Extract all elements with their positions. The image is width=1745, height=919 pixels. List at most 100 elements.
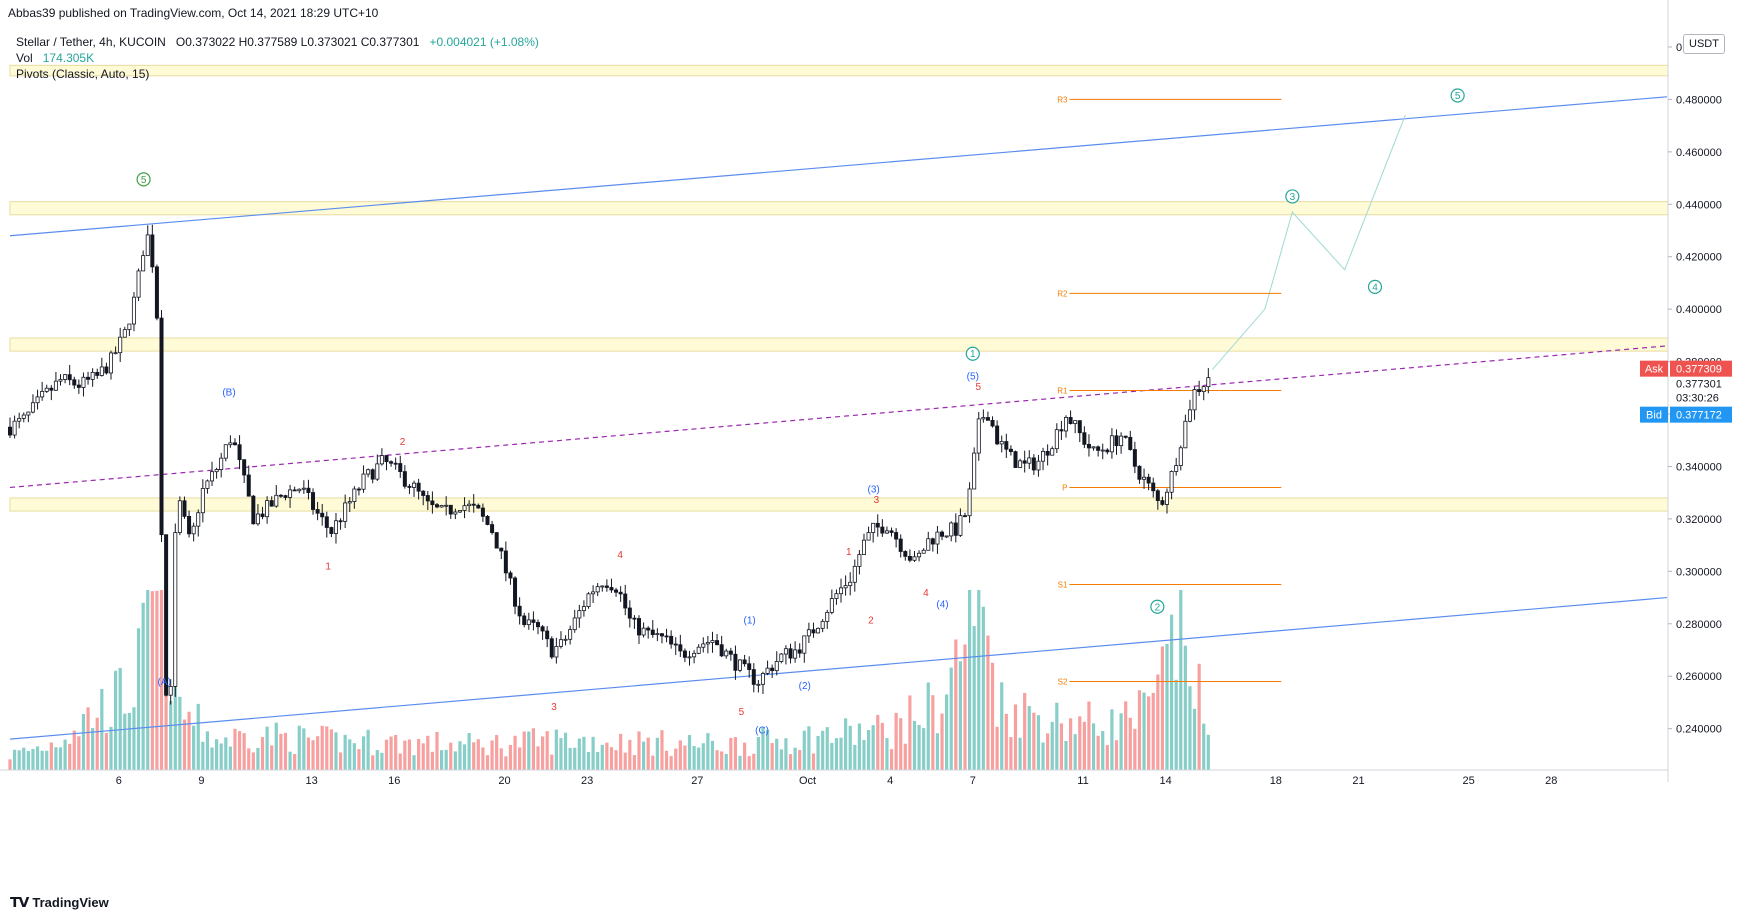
volume-bar (316, 736, 320, 770)
candle-body (999, 441, 1004, 445)
candle-body (705, 642, 710, 645)
candle-body (549, 638, 554, 658)
candle-body (191, 525, 196, 535)
volume-bar (554, 729, 558, 770)
candle-body (118, 336, 123, 354)
candle-body (471, 503, 476, 506)
volume-bar (430, 751, 434, 770)
price-tick-label: 0.240000 (1676, 724, 1722, 736)
currency-button[interactable]: USDT (1683, 34, 1725, 54)
ohlc-values: O0.373022 H0.377589 L0.373021 C0.377301 (175, 35, 420, 49)
volume-bar (490, 740, 494, 770)
time-axis[interactable]: 6 9 13 16 20 23 27 Oct 4 7 11 14 18 21 25 28 (0, 769, 1668, 787)
volume-bar (215, 739, 219, 770)
candle-body (692, 652, 697, 658)
candle-body (255, 513, 260, 525)
candle-body (1036, 460, 1041, 471)
volume-bar (563, 732, 568, 770)
volume-bar (136, 628, 141, 770)
candle-body (136, 270, 141, 298)
volume-bar (1091, 723, 1096, 770)
candle-body (990, 419, 995, 427)
candle-body (513, 577, 518, 607)
volume-bar (31, 748, 35, 770)
candle-body (476, 504, 481, 509)
volume-bar (977, 590, 981, 770)
candle-body (1114, 435, 1119, 447)
candle-body (595, 586, 600, 593)
candle-body (154, 266, 159, 319)
volume-bar (802, 730, 806, 770)
wave-label: (3) (868, 484, 880, 495)
candle-body (343, 502, 348, 522)
volume-bar (935, 733, 940, 770)
volume-label[interactable]: Vol (16, 51, 33, 65)
volume-bar (963, 644, 967, 770)
volume-bar (77, 736, 81, 770)
volume-bar (1009, 737, 1013, 770)
pivot-label: R3 (1057, 95, 1068, 104)
wave-label: 2 (1155, 602, 1161, 613)
price-zone (9, 201, 1669, 216)
bar-countdown: 03:30:26 (1676, 393, 1719, 405)
volume-bar (609, 747, 614, 770)
volume-bar (715, 750, 719, 770)
volume-bar (485, 755, 490, 770)
time-tick-label: 21 (1352, 775, 1364, 787)
candles (7, 224, 1211, 705)
candle-body (168, 686, 173, 696)
volume-bar (1004, 713, 1008, 770)
published-line: Abbas39 published on TradingView.com, Oc… (8, 6, 379, 20)
candle-body (150, 234, 155, 268)
candle-body (756, 683, 761, 686)
wave-label: 1 (846, 547, 852, 558)
volume-bar (1068, 718, 1073, 770)
price-axis[interactable]: 0.240000 0.260000 0.280000 0.300000 0.320000… (1667, 0, 1722, 782)
volume-bar (361, 736, 366, 770)
volume-bar (623, 752, 627, 770)
volume-bar (375, 750, 379, 770)
candle-body (719, 644, 724, 657)
candle-body (829, 598, 834, 613)
candle-body (1008, 448, 1013, 453)
candle-body (1054, 429, 1059, 450)
candle-body (655, 633, 660, 636)
pivot-lines: R3 R2 R1 P S1 S2 (1057, 95, 1282, 686)
candle-body (7, 426, 12, 436)
candle-body (659, 633, 664, 637)
candle-body (609, 587, 614, 591)
volume-bar (127, 712, 131, 770)
candle-body (237, 444, 242, 461)
wave-label: 1 (970, 349, 976, 360)
candle-body (412, 482, 417, 488)
candle-body (967, 488, 972, 517)
volume-bar (146, 590, 150, 770)
candle-body (673, 643, 678, 646)
pivots-indicator-label[interactable]: Pivots (Classic, Auto, 15) (16, 67, 150, 81)
wave-label: (1) (744, 615, 756, 626)
volume-bar (986, 635, 990, 770)
candle-body (765, 667, 770, 674)
volume-bar (1137, 690, 1142, 770)
tradingview-logo[interactable]: 𝗧𝗩 TradingView (10, 894, 109, 911)
candle-body (265, 500, 270, 518)
volume-bar (371, 755, 375, 770)
volume-bar (132, 707, 136, 770)
symbol-title[interactable]: Stellar / Tether, 4h, KUCOIN (16, 35, 166, 49)
candle-body (113, 352, 118, 355)
candle-body (182, 500, 187, 517)
price-zone (9, 497, 1669, 512)
candle-body (894, 532, 899, 540)
candle-body (806, 629, 811, 637)
price-zones (9, 64, 1669, 512)
candle-body (724, 650, 729, 657)
candle-body (742, 659, 747, 665)
candle-body (682, 650, 687, 658)
volume-bar (752, 753, 756, 770)
volume-bar (449, 742, 453, 770)
volume-bar (1032, 712, 1036, 770)
legend-volume-row: Vol 174.305K (16, 50, 539, 66)
volume-bar (251, 752, 255, 770)
candle-body (205, 480, 210, 489)
